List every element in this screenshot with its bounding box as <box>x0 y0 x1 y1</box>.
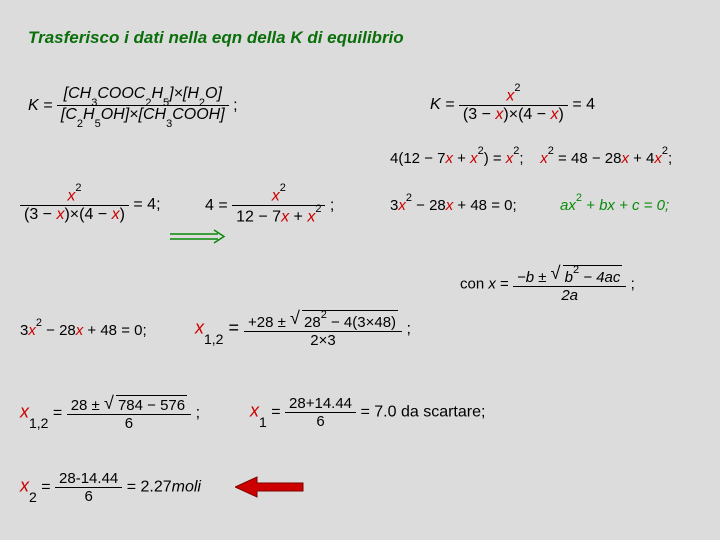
eq-x1-result: x1 = 28+14.44 6 = 7.0 da scartare; <box>250 395 485 430</box>
eq-k-value: K = x2 (3 − x)×(4 − x) = 4 <box>430 85 595 124</box>
eq-expand-1: 4(12 − 7x + x2) = x2; x2 = 48 − 28x + 4x… <box>390 148 672 167</box>
eq-frac-4a: x2 (3 − x)×(4 − x) = 4; <box>20 185 161 224</box>
eq-x12-calc: x1,2 = +28 ± 282 − 4(3×48) 2×3 ; <box>195 310 411 349</box>
eq-x2-result: x2 = 28-14.44 6 = 2.27moli <box>20 470 201 505</box>
eq-quadratic-repeat: 3x2 − 28x + 48 = 0; <box>20 320 147 339</box>
eq-general-quadratic: ax2 + bx + c = 0; <box>560 195 669 214</box>
arrow-left-icon <box>235 475 305 504</box>
eq-quadratic-formula: con x = −b ± b2 − 4ac 2a ; <box>460 265 635 304</box>
eq-quadratic: 3x2 − 28x + 48 = 0; <box>390 195 517 214</box>
eq-k-definition: K = [CH3COOC2H5]×[H2O] [C2H5OH]×[CH3COOH… <box>28 85 238 126</box>
page-title: Trasferisco i dati nella eqn della K di … <box>28 28 404 48</box>
eq-frac-4b: 4 = x2 12 − 7x + x2 ; <box>205 185 334 227</box>
eq-x12-numeric: x1,2 = 28 ± 784 − 576 6 ; <box>20 395 200 432</box>
